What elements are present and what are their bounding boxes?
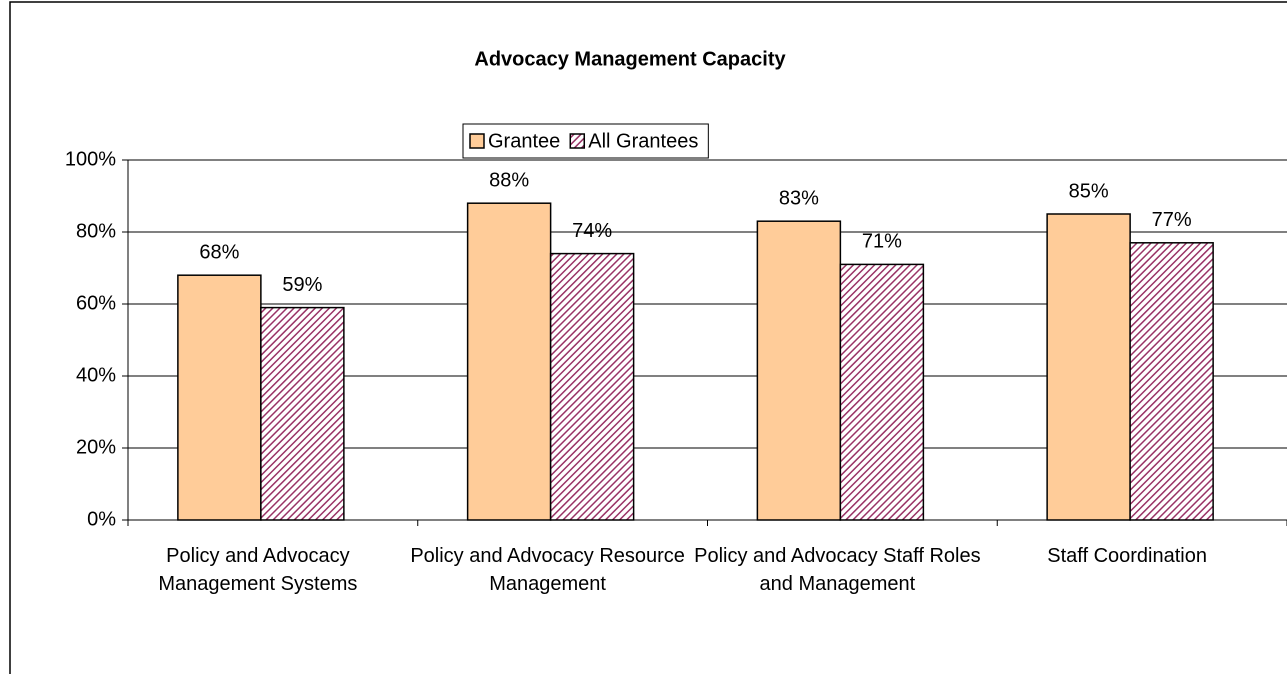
x-tick-label: Policy and Advocacy Resource Management xyxy=(410,545,685,595)
bar xyxy=(177,274,262,521)
y-tick-label: 100% xyxy=(65,148,116,170)
y-tick-label: 80% xyxy=(76,220,116,242)
y-tick-label: 60% xyxy=(76,292,116,314)
bar xyxy=(549,252,635,521)
x-tick-label: Policy and Advocacy Staff Roles and Mana… xyxy=(694,545,981,595)
x-tick-label: Policy and Advocacy Management Systems xyxy=(158,545,358,595)
y-tick-label: 40% xyxy=(76,364,116,386)
bar xyxy=(756,220,842,521)
bar xyxy=(839,263,925,521)
y-tick-label: 0% xyxy=(87,508,116,530)
data-label: 85% xyxy=(1069,180,1109,202)
legend-swatch xyxy=(469,133,485,149)
bar xyxy=(260,306,345,521)
legend-box xyxy=(462,123,709,159)
legend-swatch xyxy=(569,133,586,149)
data-label: 74% xyxy=(572,220,612,242)
data-label: 77% xyxy=(1152,209,1192,231)
x-tick-label: Staff Coordination xyxy=(1047,545,1207,567)
chart-frame xyxy=(9,1,1287,674)
bar xyxy=(466,202,552,521)
data-label: 83% xyxy=(779,187,819,209)
data-label: 88% xyxy=(489,169,529,191)
chart-title: Advocacy Management Capacity xyxy=(474,48,786,70)
legend-label: Grantee xyxy=(488,130,560,152)
data-label: 59% xyxy=(282,274,322,296)
data-label: 71% xyxy=(862,231,902,253)
y-tick-label: 20% xyxy=(76,436,116,458)
bar xyxy=(1129,242,1214,521)
data-label: 68% xyxy=(199,241,239,263)
legend-label: All Grantees xyxy=(588,130,698,152)
bar xyxy=(1046,213,1131,521)
